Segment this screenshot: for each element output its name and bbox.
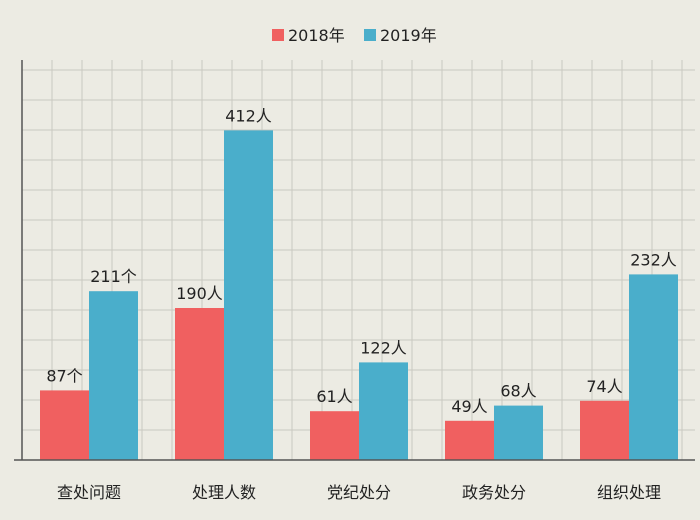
bar-2-0 — [310, 411, 359, 460]
data-label-1-0: 190人 — [176, 284, 223, 303]
data-label-0-1: 211个 — [90, 267, 137, 286]
bar-0-1 — [89, 291, 138, 460]
legend-swatch-0 — [272, 29, 284, 41]
legend: 2018年 2019年 — [272, 26, 437, 45]
value-labels: 87个 211个 190人 412人 61人 122人 49人 68人 74人 232人 — [46, 106, 676, 415]
data-label-4-0: 74人 — [586, 377, 622, 396]
legend-label-0: 2018年 — [288, 26, 345, 45]
legend-label-1: 2019年 — [380, 26, 437, 45]
legend-swatch-1 — [364, 29, 376, 41]
bar-4-0 — [580, 400, 629, 460]
data-label-3-1: 68人 — [500, 382, 536, 401]
category-label-1: 处理人数 — [192, 483, 256, 502]
data-label-4-1: 232人 — [630, 250, 677, 269]
bar-1-1 — [224, 130, 273, 460]
bar-3-1 — [494, 405, 543, 460]
data-label-2-0: 61人 — [316, 387, 352, 406]
bar-4-1 — [629, 274, 678, 460]
data-label-1-1: 412人 — [225, 106, 272, 125]
category-label-2: 党纪处分 — [327, 483, 391, 502]
data-label-0-0: 87个 — [46, 366, 82, 385]
bar-1-0 — [175, 308, 224, 460]
category-label-0: 查处问题 — [57, 483, 121, 502]
data-label-3-0: 49人 — [451, 397, 487, 416]
category-label-4: 组织处理 — [597, 483, 661, 502]
category-labels: 查处问题 处理人数 党纪处分 政务处分 组织处理 — [57, 483, 661, 502]
bar-3-0 — [445, 420, 494, 460]
bars — [40, 130, 678, 460]
data-label-2-1: 122人 — [360, 338, 407, 357]
bar-2-1 — [359, 362, 408, 460]
bar-0-0 — [40, 390, 89, 460]
category-label-3: 政务处分 — [462, 483, 526, 502]
